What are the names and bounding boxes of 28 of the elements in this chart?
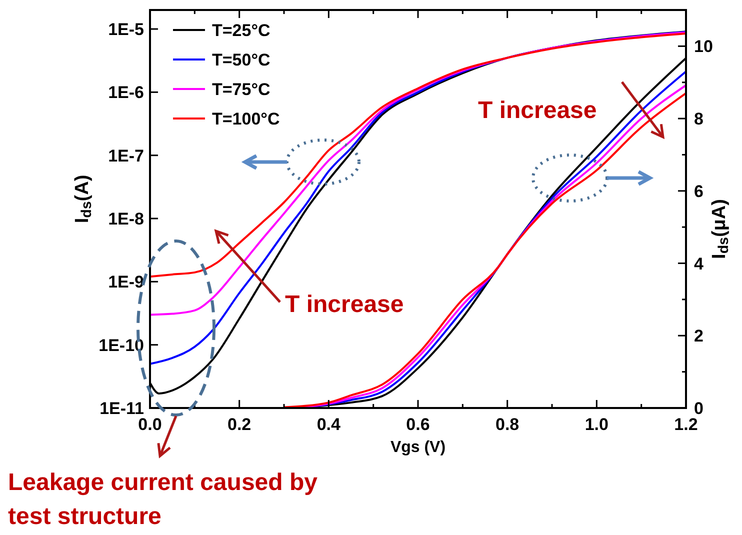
x-tick-label: 0.8 — [496, 415, 520, 434]
x-axis-title: Vgs (V) — [390, 439, 446, 456]
legend-label: T=50°C — [212, 50, 270, 70]
y-tick-label: 1E-8 — [108, 210, 144, 229]
y2-tick-label: 10 — [694, 37, 713, 56]
x-tick-label: 0.2 — [228, 415, 252, 434]
y2-tick-label: 6 — [694, 182, 704, 201]
legend-label: T=25°C — [212, 21, 270, 40]
legend-label: T=100°C — [212, 110, 280, 128]
legend-label: T=75°C — [212, 80, 270, 99]
x-tick-label: 0.0 — [138, 415, 162, 434]
text: Leakage current caused by test structure — [8, 469, 318, 530]
y2-tick-label: 0 — [694, 399, 704, 418]
y-tick-label: 1E-5 — [108, 20, 144, 40]
x-tick-label: 1.2 — [674, 415, 698, 434]
y2-tick-label: 2 — [694, 326, 704, 346]
x-tick-label: 0.6 — [406, 415, 430, 434]
annotation: T increase — [478, 97, 597, 124]
y2-tick-label: 8 — [694, 110, 704, 129]
annotation: T increase — [285, 291, 404, 318]
y2-tick-label: 4 — [694, 254, 704, 274]
x-tick-label: 0.4 — [316, 415, 342, 434]
y-tick-label: 1E-11 — [100, 399, 144, 418]
x-tick-label: 1.0 — [584, 415, 608, 434]
y-tick-label: 1E-7 — [108, 146, 144, 166]
y-tick-label: 1E-6 — [108, 83, 144, 102]
y-tick-label: 1E-9 — [108, 272, 144, 292]
y-tick-label: 1E-10 — [98, 336, 144, 355]
